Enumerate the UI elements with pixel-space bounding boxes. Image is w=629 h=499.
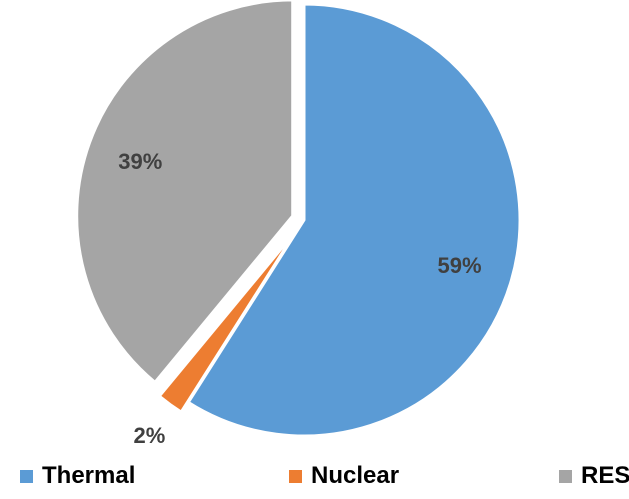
- legend-swatch-res: [559, 469, 572, 483]
- data-label-nuclear: 2%: [134, 423, 166, 448]
- pie-slices: [75, 0, 522, 438]
- legend-swatch-nuclear: [289, 469, 302, 483]
- legend-item-res: RES: [559, 458, 629, 494]
- pie-data-labels: 59% 2% 39%: [118, 149, 481, 448]
- legend-label-res: RES: [581, 462, 629, 489]
- legend-label-nuclear: Nuclear: [311, 462, 400, 489]
- legend-swatch-thermal: [20, 469, 33, 483]
- pie-slice-nuclear: [157, 228, 299, 414]
- data-label-thermal: 59%: [438, 253, 482, 278]
- pie-slice-thermal: [186, 2, 522, 438]
- chart-legend: Thermal Nuclear RES: [0, 458, 629, 494]
- data-label-res: 39%: [118, 149, 162, 174]
- legend-item-thermal: Thermal: [20, 458, 135, 494]
- pie-slice-res: [75, 0, 295, 384]
- legend-label-thermal: Thermal: [42, 462, 136, 489]
- legend-item-nuclear: Nuclear: [289, 458, 399, 494]
